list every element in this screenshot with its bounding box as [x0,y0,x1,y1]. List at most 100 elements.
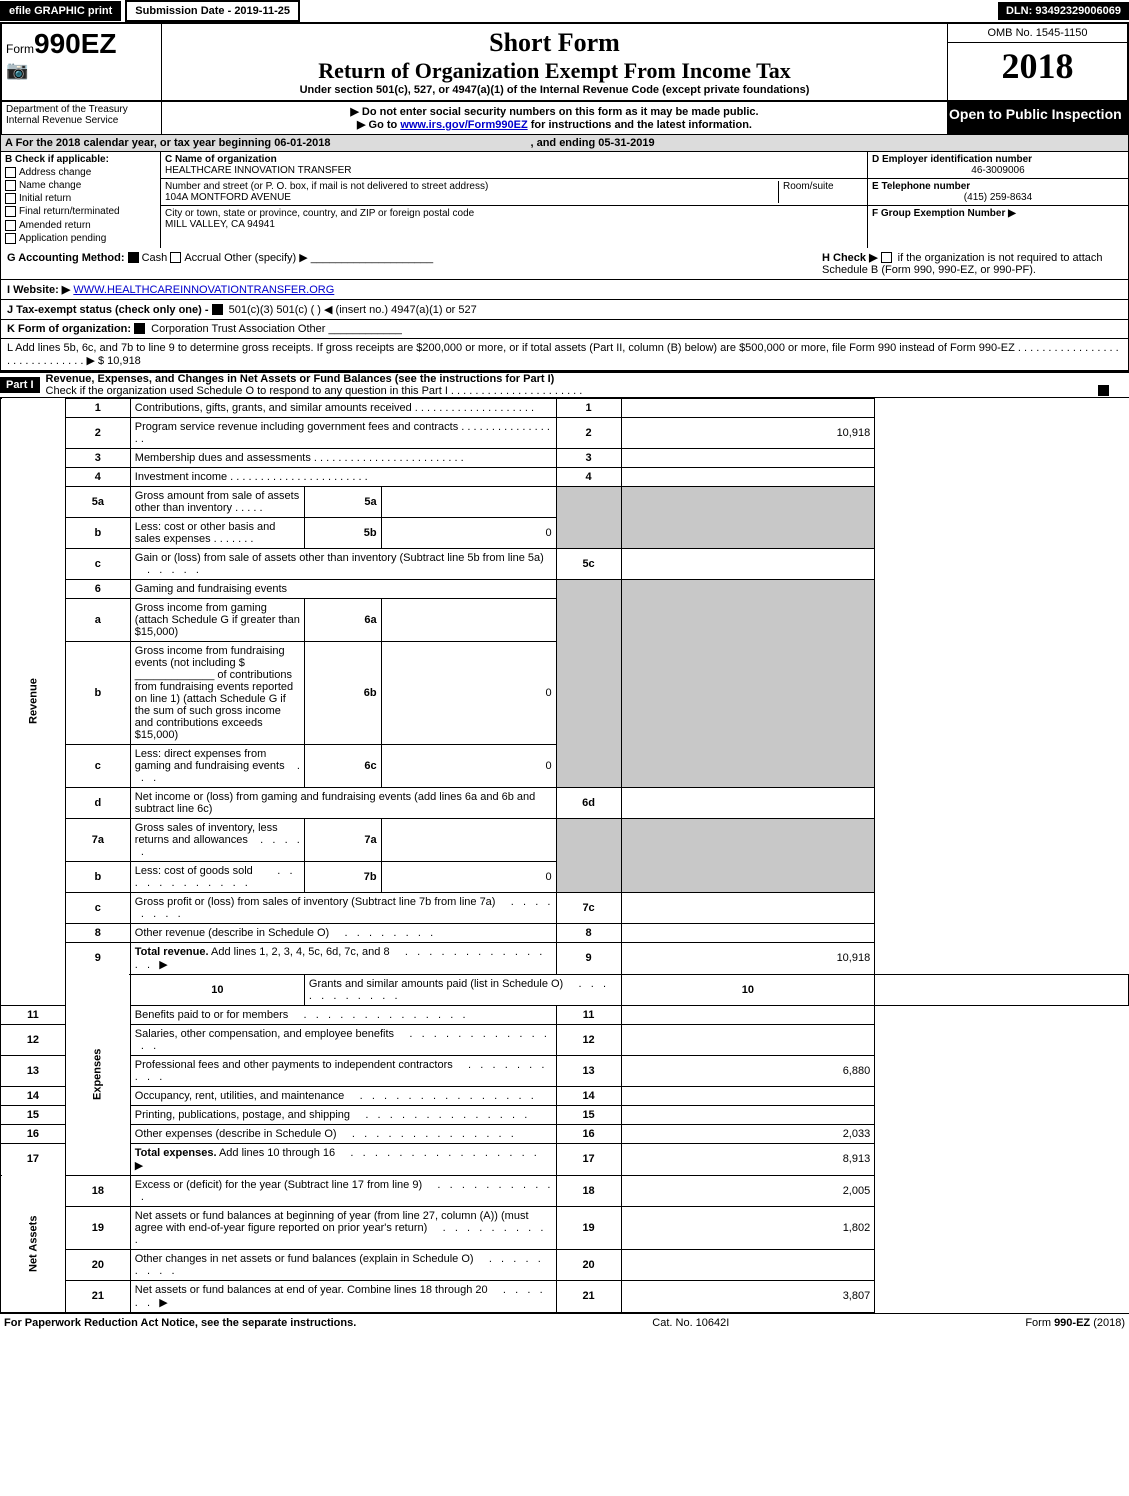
check-initial-return[interactable]: Initial return [5,193,156,204]
goto-link[interactable]: ▶ Go to www.irs.gov/Form990EZ for instru… [165,118,944,131]
submission-date: Submission Date - 2019-11-25 [125,0,300,22]
ein-value: 46-3009006 [872,165,1124,176]
org-right-col: D Employer identification number 46-3009… [868,152,1128,248]
short-form-title: Short Form [166,28,943,58]
line-6: 6 Gaming and fundraising events [1,579,1129,598]
row-l-gross-receipts: L Add lines 5b, 6c, and 7b to line 9 to … [1,339,1128,372]
check-applicable-col: B Check if applicable: Address change Na… [1,152,161,248]
under-section-text: Under section 501(c), 527, or 4947(a)(1)… [166,84,943,96]
h-check: H Check ▶ if the organization is not req… [822,251,1122,276]
row-j-tax-exempt: J Tax-exempt status (check only one) - 5… [1,300,1128,320]
line-15: 15 Printing, publications, postage, and … [1,1105,1129,1124]
expenses-side-label: Expenses [65,974,130,1175]
line-21: 21 Net assets or fund balances at end of… [1,1280,1129,1312]
dept-line-1: Department of the Treasury [6,104,157,115]
city-label: City or town, state or province, country… [165,208,863,219]
check-accrual[interactable] [170,252,181,263]
dept-line-2: Internal Revenue Service [6,115,157,126]
tax-year-end: , and ending 05-31-2019 [530,137,654,149]
omb-number: OMB No. 1545-1150 [948,24,1127,43]
check-final-return[interactable]: Final return/terminated [5,206,156,217]
netassets-side-label: Net Assets [1,1175,66,1312]
form-number: 990EZ [34,28,117,59]
website-link[interactable]: WWW.HEALTHCAREINNOVATIONTRANSFER.ORG [73,284,334,296]
part-1-check-text: Check if the organization used Schedule … [46,385,448,397]
open-to-public: Open to Public Inspection [947,102,1127,134]
check-amended-return[interactable]: Amended return [5,220,156,231]
org-info-section: A For the 2018 calendar year, or tax yea… [0,135,1129,373]
line-12: 12 Salaries, other compensation, and emp… [1,1024,1129,1055]
footer-catno: Cat. No. 10642I [652,1317,729,1329]
d-label: D Employer identification number [872,154,1124,165]
check-h[interactable] [881,252,892,263]
line-8: 8 Other revenue (describe in Schedule O)… [1,923,1129,942]
line-7a: 7a Gross sales of inventory, less return… [1,818,1129,861]
check-cash[interactable] [128,252,139,263]
line-17: 17 Total expenses. Add lines 10 through … [1,1143,1129,1175]
check-application-pending[interactable]: Application pending [5,233,156,244]
row-a-tax-year: A For the 2018 calendar year, or tax yea… [1,135,1128,152]
page-footer: For Paperwork Reduction Act Notice, see … [0,1313,1129,1332]
row-i-website: I Website: ▶ WWW.HEALTHCAREINNOVATIONTRA… [1,280,1128,300]
street-label: Number and street (or P. O. box, if mail… [165,181,778,192]
line-18: Net Assets 18 Excess or (deficit) for th… [1,1175,1129,1206]
part-1-table: Revenue 1 Contributions, gifts, grants, … [0,398,1129,1313]
g-other: Other (specify) ▶ [224,252,308,264]
l-amount: ▶ $ 10,918 [86,355,140,367]
line-5c: c Gain or (loss) from sale of assets oth… [1,548,1129,579]
line-7c: c Gross profit or (loss) from sales of i… [1,892,1129,923]
e-label: E Telephone number [872,181,1124,192]
line-16: 16 Other expenses (describe in Schedule … [1,1124,1129,1143]
row-g-h: G Accounting Method: Cash Accrual Other … [1,248,1128,280]
line-10: Expenses 10 Grants and similar amounts p… [1,974,1129,1005]
return-title: Return of Organization Exempt From Incom… [166,58,943,84]
f-label: F Group Exemption Number ▶ [872,208,1016,219]
line-13: 13 Professional fees and other payments … [1,1055,1129,1086]
irs-link[interactable]: www.irs.gov/Form990EZ [400,119,527,131]
g-accounting-method: G Accounting Method: Cash Accrual Other … [7,251,433,276]
footer-left: For Paperwork Reduction Act Notice, see … [4,1317,356,1329]
row-k-form-org: K Form of organization: Corporation Trus… [1,320,1128,339]
tax-year-begin: A For the 2018 calendar year, or tax yea… [5,137,330,149]
efile-print-button[interactable]: efile GRAPHIC print [0,1,121,21]
line-2: 2 Program service revenue including gove… [1,417,1129,448]
c-label: C Name of organization [165,154,863,165]
room-suite-label: Room/suite [778,181,863,203]
check-corporation[interactable] [134,323,145,334]
b-label: B Check if applicable: [5,154,156,165]
form-number-box: Form990EZ 📷 [2,24,162,100]
do-not-enter-text: ▶ Do not enter social security numbers o… [165,105,944,118]
line-5a: 5a Gross amount from sale of assets othe… [1,486,1129,517]
part-1-title: Revenue, Expenses, and Changes in Net As… [46,373,555,385]
top-bar: efile GRAPHIC print Submission Date - 20… [0,0,1129,22]
line-9: 9 Total revenue. Add lines 1, 2, 3, 4, 5… [1,942,1129,974]
org-name: HEALTHCARE INNOVATION TRANSFER [165,165,863,176]
check-address-change[interactable]: Address change [5,167,156,178]
check-schedule-o[interactable] [1098,385,1109,396]
city-value: MILL VALLEY, CA 94941 [165,219,863,230]
instruction-row: Department of the Treasury Internal Reve… [0,102,1129,135]
k-options: Corporation Trust Association Other [151,323,325,335]
tax-year: 2018 [948,43,1127,89]
check-501c3[interactable] [212,304,223,315]
street-value: 104A MONTFORD AVENUE [165,192,778,203]
irs-eagle-icon: 📷 [6,60,157,81]
check-name-change[interactable]: Name change [5,180,156,191]
part-1-label: Part I [0,377,40,393]
dln-label: DLN: 93492329006069 [998,2,1129,20]
revenue-side-label: Revenue [1,398,66,1005]
dept-treasury: Department of the Treasury Internal Reve… [2,102,162,134]
form-header: Form990EZ 📷 Short Form Return of Organiz… [0,22,1129,102]
line-1: Revenue 1 Contributions, gifts, grants, … [1,398,1129,417]
l-text: L Add lines 5b, 6c, and 7b to line 9 to … [7,342,1015,354]
footer-right: Form 990-EZ (2018) [1025,1317,1125,1329]
line-14: 14 Occupancy, rent, utilities, and maint… [1,1086,1129,1105]
form-prefix: Form [6,42,34,56]
k-label: K Form of organization: [7,323,131,335]
i-label: I Website: ▶ [7,284,70,296]
line-11: 11 Benefits paid to or for members . . .… [1,1005,1129,1024]
line-6d: d Net income or (loss) from gaming and f… [1,787,1129,818]
org-name-address: C Name of organization HEALTHCARE INNOVA… [161,152,868,248]
j-options: 501(c)(3) 501(c) ( ) ◀ (insert no.) 4947… [229,304,477,316]
j-label: J Tax-exempt status (check only one) - [7,304,209,316]
